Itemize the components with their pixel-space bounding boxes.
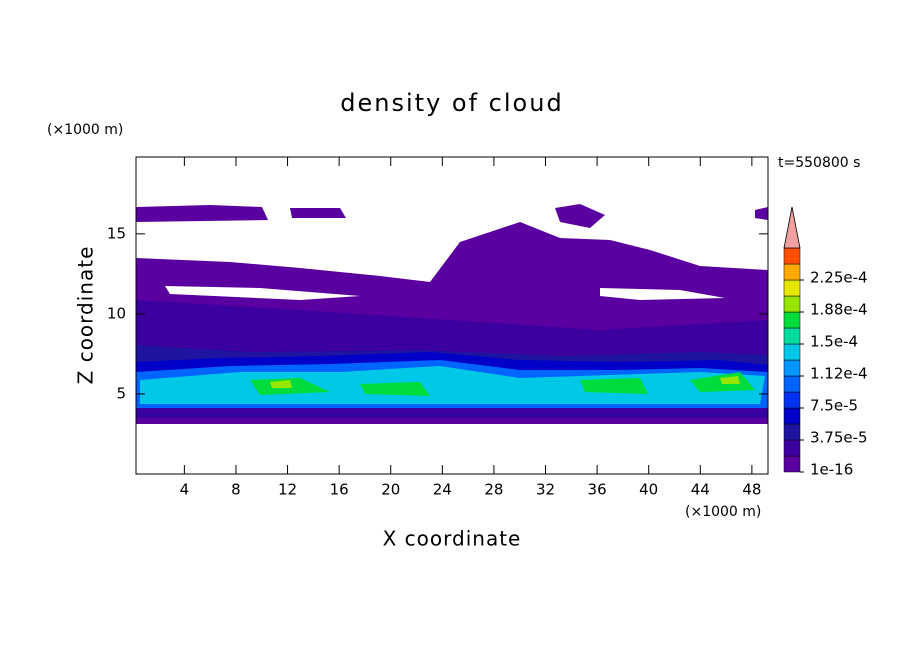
x-tick-label: 8 [231, 481, 241, 499]
y-axis-label: Z coordinate [74, 246, 98, 385]
colorbar-band [783, 439, 801, 457]
x-tick-label: 24 [433, 481, 452, 499]
x-tick-label: 12 [278, 481, 297, 499]
colorbar-extend [783, 206, 801, 249]
x-tick-label: 36 [588, 481, 607, 499]
colorbar-tick-label: 1.12e-4 [810, 365, 868, 383]
colorbar-band [783, 455, 801, 473]
x-tick-label: 20 [381, 481, 400, 499]
colorbar-band [783, 311, 801, 329]
x-tick-label: 16 [330, 481, 349, 499]
colorbar-band [783, 327, 801, 345]
colorbar-band [783, 295, 801, 313]
colorbar-tick-label: 1.5e-4 [810, 333, 858, 351]
x-tick-label: 44 [691, 481, 710, 499]
colorbar-band [783, 391, 801, 409]
y-tick-label: 15 [107, 224, 126, 242]
time-annotation: t=550800 s [778, 155, 860, 171]
y-tick-label: 5 [116, 384, 126, 402]
contour-field [136, 204, 768, 424]
colorbar-band [783, 375, 801, 393]
colorbar-band [783, 263, 801, 281]
colorbar-band [783, 279, 801, 297]
colorbar-band [783, 359, 801, 377]
x-unit: (×1000 m) [685, 504, 761, 520]
chart-title: density of cloud [340, 89, 563, 117]
x-axis-label: X coordinate [383, 527, 522, 551]
x-tick-label: 40 [639, 481, 658, 499]
x-tick-label: 32 [536, 481, 555, 499]
y-unit: (×1000 m) [47, 122, 123, 138]
colorbar-band [783, 247, 801, 265]
plot-frame [135, 156, 769, 475]
x-tick-label: 28 [484, 481, 503, 499]
colorbar-band [783, 423, 801, 441]
colorbar-tick-label: 7.5e-5 [810, 397, 858, 415]
colorbar-tick-label: 2.25e-4 [810, 269, 868, 287]
colorbar-band [783, 407, 801, 425]
colorbar-tick-label: 1e-16 [810, 461, 853, 479]
x-tick-label: 48 [742, 481, 761, 499]
x-tick-label: 4 [180, 481, 190, 499]
colorbar-tick-label: 1.88e-4 [810, 301, 868, 319]
colorbar-band [783, 343, 801, 361]
y-tick-label: 10 [107, 304, 126, 322]
colorbar-tick-label: 3.75e-5 [810, 429, 868, 447]
